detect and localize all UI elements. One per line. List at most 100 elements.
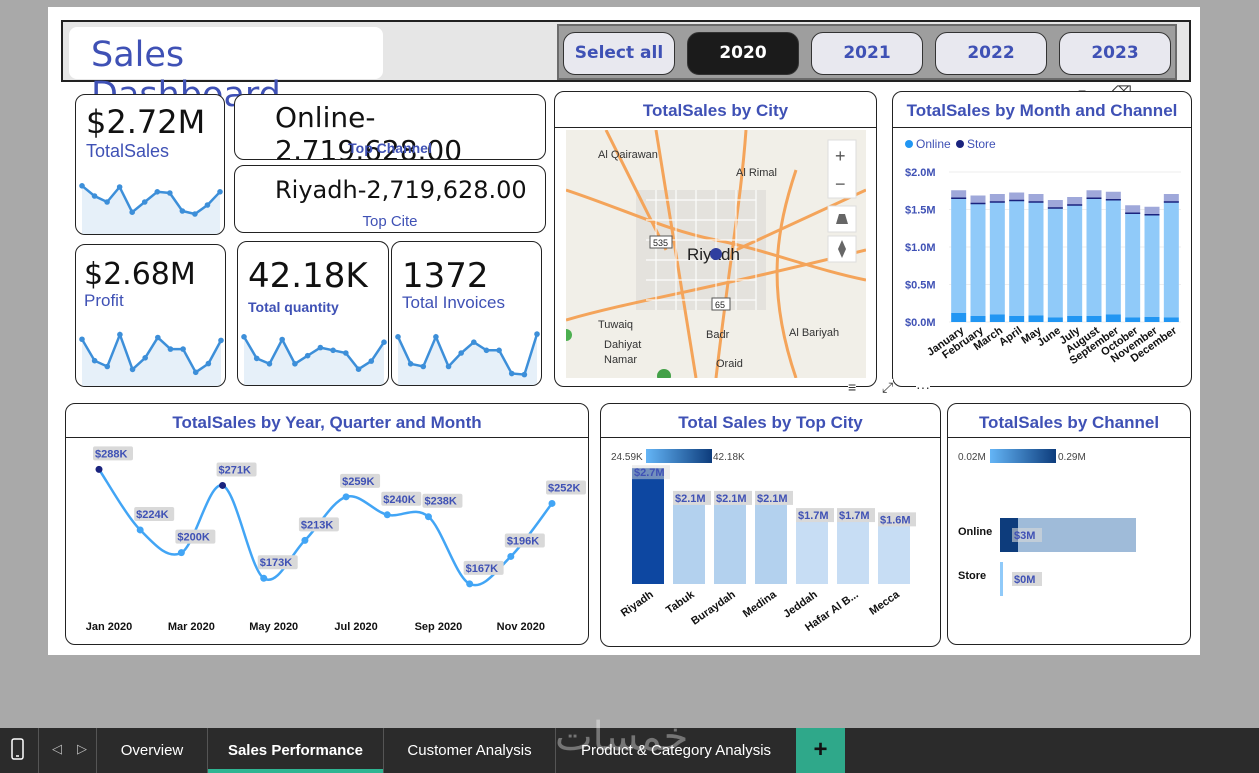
tab-product-category-analysis[interactable]: Product & Category Analysis [580, 742, 772, 759]
x-tick-label: Mecca [867, 588, 902, 618]
sparkline-point [458, 350, 464, 356]
bar-store [1047, 200, 1063, 208]
year-quarter-month-chart-card[interactable]: TotalSales by Year, Quarter and Month $2… [65, 403, 589, 645]
more-options-icon[interactable]: ··· [916, 379, 930, 395]
kpi-total-sales-label: TotalSales [86, 141, 170, 161]
focus-mode-icon[interactable]: ⤢ [882, 379, 894, 396]
slicer-2020-button[interactable]: 2020 [687, 32, 799, 75]
slicer-2023-button[interactable]: 2023 [1059, 32, 1171, 75]
channel-chart: 0.02M 0.29M Online $3M Store $0M [958, 449, 1136, 596]
tilt-icon[interactable] [836, 214, 848, 224]
sparkline-point [104, 363, 111, 370]
month-channel-title: TotalSales by Month and Channel [906, 101, 1178, 120]
sparkline-point [343, 350, 349, 356]
sparkline-point [266, 361, 273, 367]
data-label: $252K [548, 482, 580, 494]
sparkline-point [79, 183, 85, 189]
slicer-select-all-button[interactable]: Select all [563, 32, 675, 75]
kpi-profit-label: Profit [84, 291, 124, 310]
title-divider [601, 437, 940, 438]
kpi-total-invoices-card[interactable]: 1372 Total Invoices [391, 241, 542, 386]
sparkline-profit [79, 331, 224, 386]
tab-divider [96, 728, 97, 773]
bar-online-base [1144, 316, 1160, 322]
sparkline-point [180, 346, 186, 352]
previous-page-icon[interactable]: ◁ [52, 741, 62, 756]
x-tick-label: Sep 2020 [415, 621, 463, 633]
bar-store [1028, 194, 1044, 202]
data-label-bg [298, 517, 339, 532]
legend-store-label: Store [967, 137, 996, 151]
map-place-label: Badr [706, 329, 730, 341]
zoom-in-icon[interactable]: + [835, 146, 846, 166]
map-place-label: Dahiyat Namar [604, 339, 641, 366]
next-page-icon[interactable]: ▷ [77, 741, 87, 756]
tab-customer-analysis[interactable]: Customer Analysis [407, 742, 532, 759]
sparkline-point [142, 355, 148, 361]
sparkline-point [292, 361, 298, 367]
kpi-total-invoices-value: 1372 [402, 256, 489, 296]
map-view[interactable]: Al Qairawan Al Rimal Riyadh Tuwaiq Dahiy… [566, 130, 866, 378]
channel-chart-card[interactable]: TotalSales by Channel 0.02M 0.29M Online $3… [947, 403, 1191, 645]
city-bar [878, 515, 910, 584]
data-label: $3M [1014, 530, 1035, 542]
kpi-total-quantity-card[interactable]: 42.18K Total quantity [237, 241, 389, 386]
bar-online [1125, 213, 1141, 318]
sparkline-point [381, 339, 387, 345]
data-label: $2.1M [716, 493, 747, 505]
sparkline-point [496, 347, 502, 354]
top-city-chart-card[interactable]: Total Sales by Top City 24.59K 42.18K $2.7… [600, 403, 941, 647]
city-bar [632, 468, 664, 584]
map-card[interactable]: TotalSales by City Al Qairawan Al Rimal [554, 91, 877, 387]
trend-point [548, 499, 556, 507]
city-bar [837, 511, 869, 584]
zoom-out-icon[interactable]: − [835, 174, 846, 194]
title-divider [948, 437, 1190, 438]
bar-online [951, 198, 967, 313]
kpi-top-city-card[interactable]: Riyadh-2,719,628.00 Top Cite [234, 165, 546, 233]
map-title: TotalSales by City [642, 101, 789, 120]
city-marker-riyadh[interactable] [710, 248, 722, 260]
kpi-top-channel-card[interactable]: Online-2,719,628.00 Top Channel [234, 94, 546, 160]
bar-online-base [1047, 317, 1063, 322]
bar-online-base [951, 313, 967, 322]
sparkline-point [330, 347, 336, 354]
sparkline-point [179, 208, 186, 214]
slicer-2021-button[interactable]: 2021 [811, 32, 923, 75]
compass-icon[interactable] [838, 240, 846, 258]
sparkline-point [91, 357, 98, 364]
data-label-bg [422, 493, 463, 508]
sparkline-point [155, 334, 161, 341]
sparkline-invoices [395, 331, 540, 385]
sparkline-area [82, 185, 220, 234]
active-tab-indicator [208, 769, 383, 773]
legend-store-marker [956, 140, 964, 148]
x-tick-label: Jan 2020 [86, 621, 132, 633]
kpi-profit-card[interactable]: $2.68M Profit [75, 244, 226, 387]
filter-icon[interactable]: ≡ [848, 379, 857, 395]
kpi-top-channel-value: Online-2,719,628.00 [275, 101, 463, 160]
x-tick-label: Tabuk [664, 588, 697, 616]
bar-online-base [989, 314, 1005, 322]
bar-online [1144, 214, 1160, 317]
trend-point [342, 493, 350, 501]
add-page-button[interactable]: + [796, 728, 845, 773]
month-channel-chart-card[interactable]: TotalSales by Month and Channel Online St… [892, 91, 1192, 387]
mobile-layout-icon[interactable] [10, 738, 26, 762]
kpi-profit-value: $2.68M [84, 257, 196, 292]
y-tick-label: $1.0M [905, 242, 936, 254]
kpi-total-sales-card[interactable]: $2.72M TotalSales [75, 94, 225, 235]
channel-bar-highlight [1000, 518, 1018, 552]
title-box: Sales Dashboard [69, 27, 383, 115]
sparkline-point [483, 347, 490, 354]
trend-point [95, 465, 103, 473]
sparkline-point [79, 336, 85, 343]
tab-overview[interactable]: Overview [120, 742, 184, 759]
slicer-2022-button[interactable]: 2022 [935, 32, 1047, 75]
data-label: $259K [342, 476, 374, 488]
sparkline-area [398, 334, 537, 385]
tab-sales-performance[interactable]: Sales Performance [227, 742, 364, 759]
data-label: $240K [383, 494, 415, 506]
trend-point [507, 552, 515, 560]
data-label: $2.7M [634, 467, 665, 479]
